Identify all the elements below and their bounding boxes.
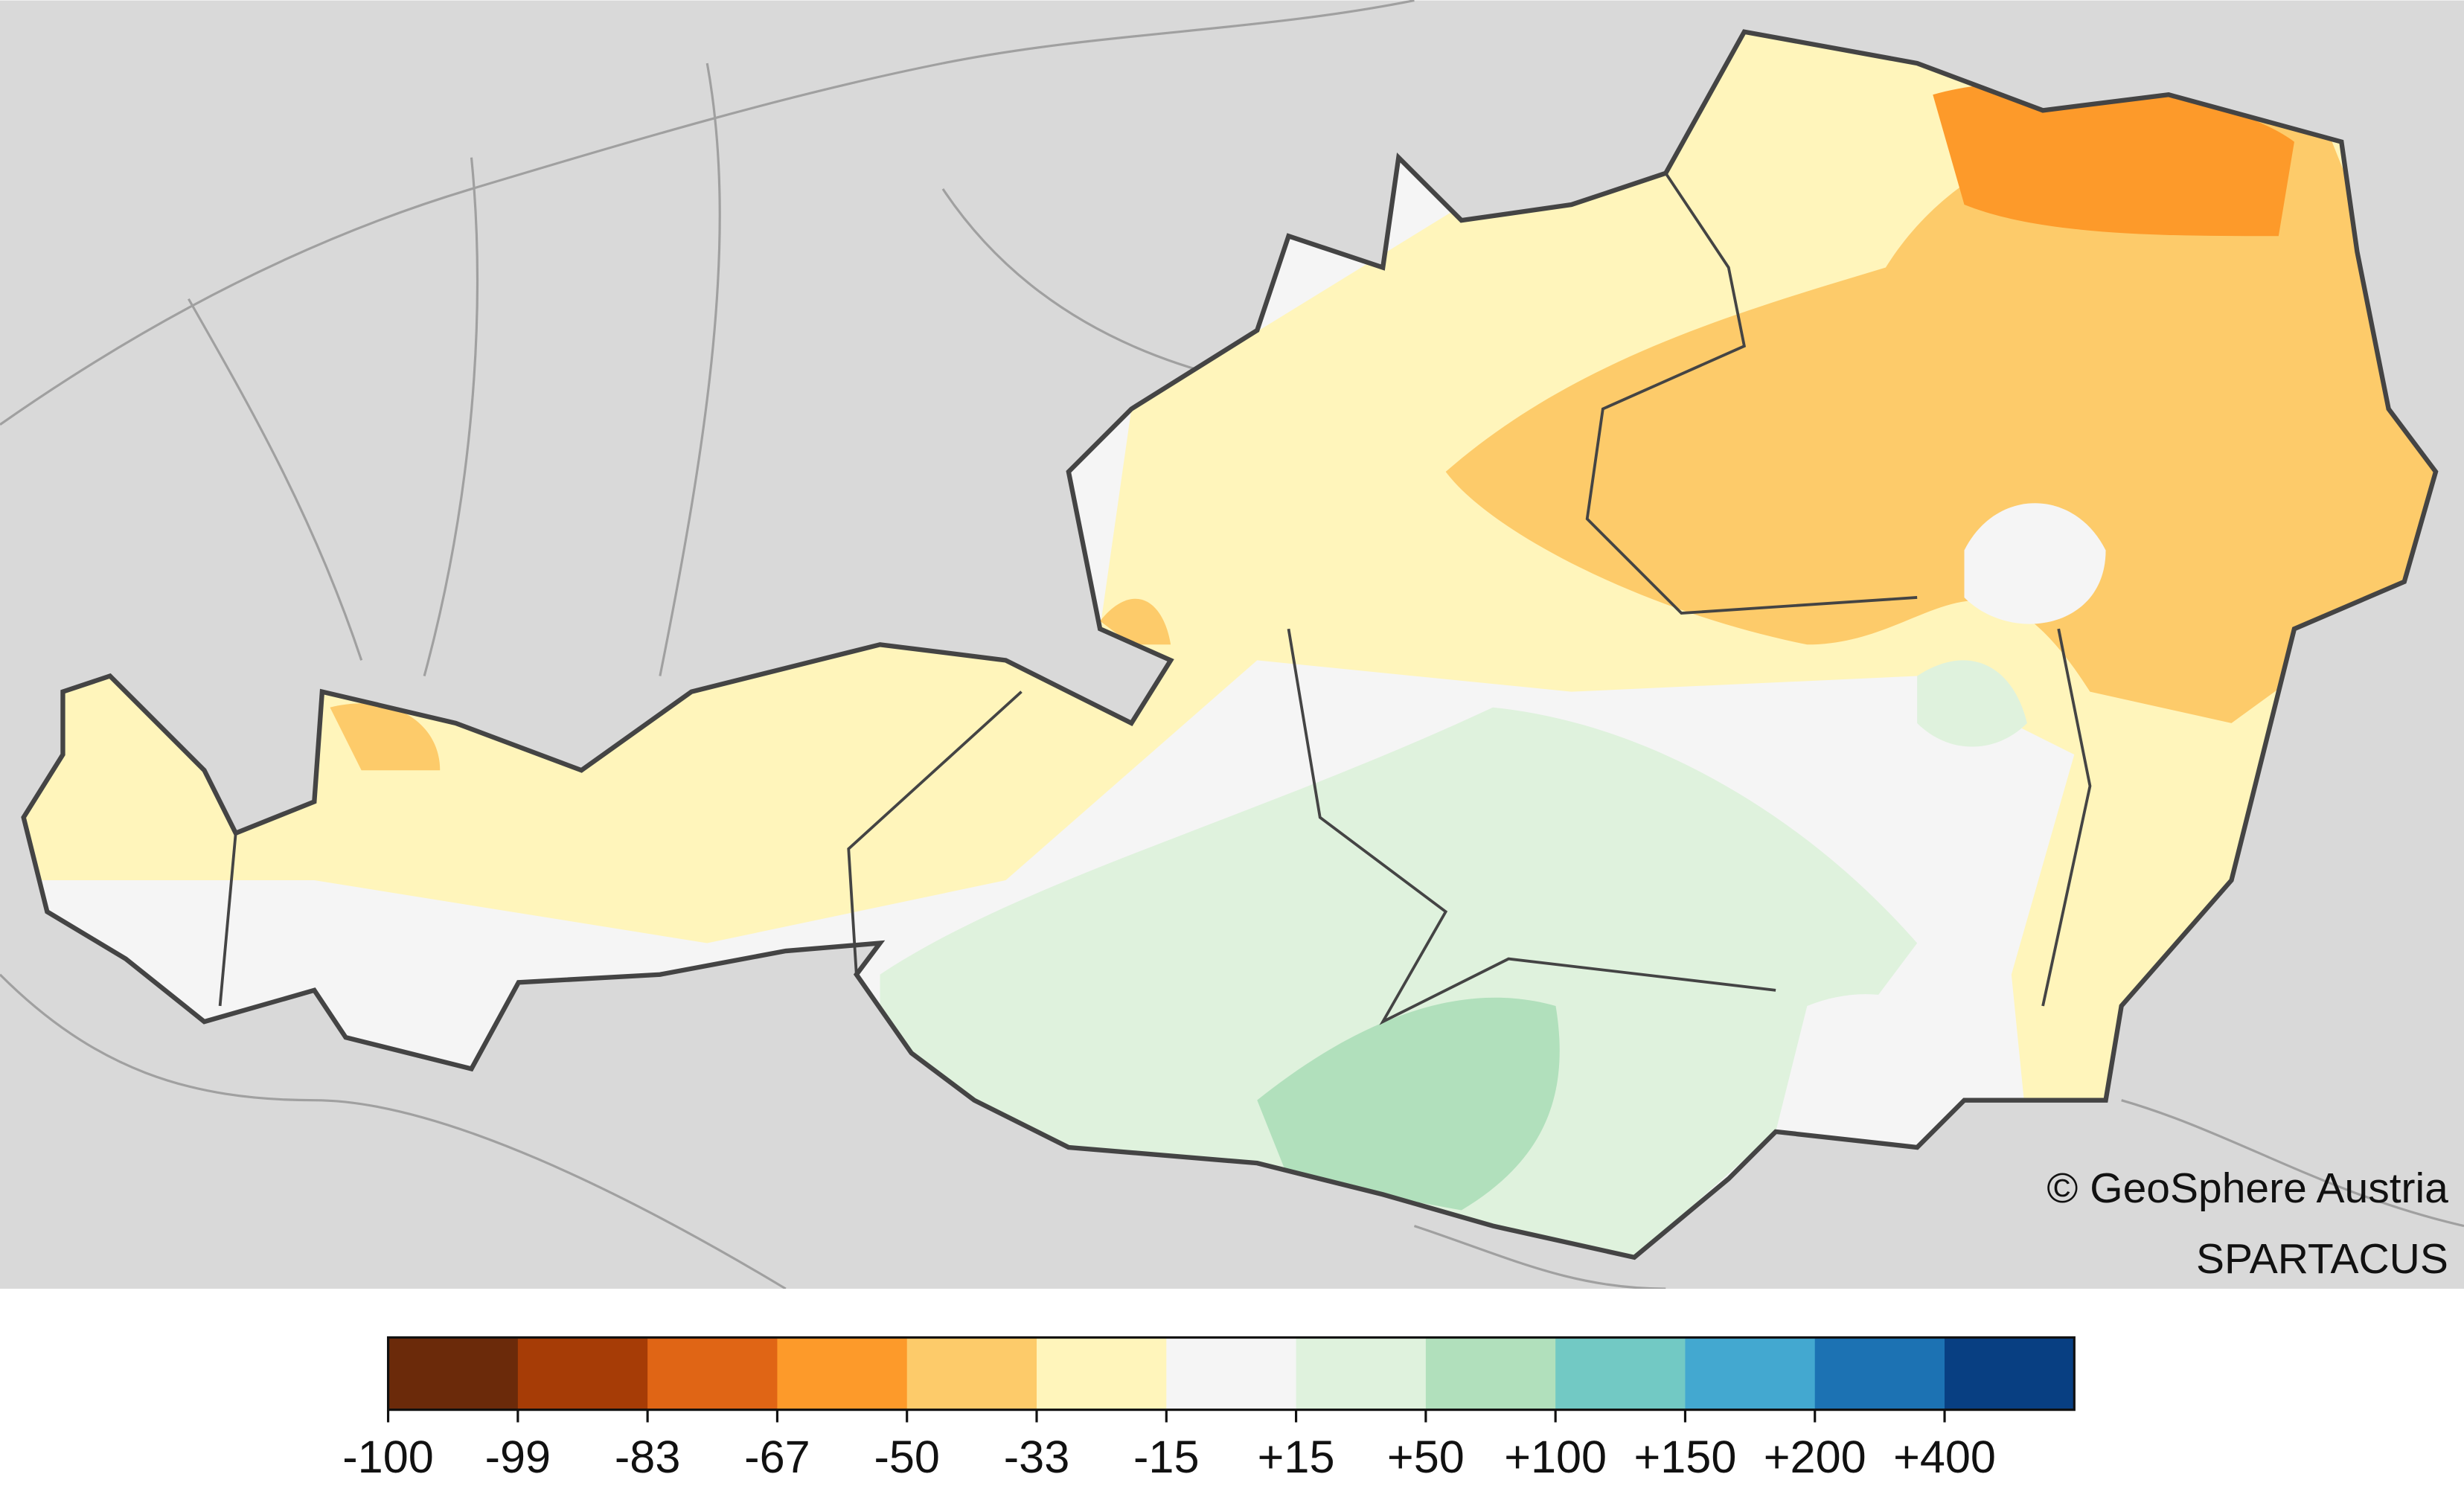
legend-label: +200	[1764, 1432, 1866, 1482]
legend-label: +100	[1504, 1432, 1607, 1482]
legend-swatch	[906, 1337, 1038, 1410]
legend-label: +400	[1893, 1432, 1996, 1482]
legend-label: -99	[485, 1432, 551, 1482]
legend-label: -33	[1004, 1432, 1069, 1482]
state-borders	[218, 172, 2092, 1025]
legend: -100 -99 -83 -67 -50 -33 -15 +15 +50 +100 +150 +200…	[342, 1336, 2076, 1482]
legend-swatch	[1814, 1337, 1946, 1410]
legend-swatch	[1037, 1337, 1168, 1410]
legend-frame	[386, 1336, 2076, 1412]
legend-label: -50	[874, 1432, 939, 1482]
legend-label: -83	[615, 1432, 680, 1482]
legend-swatch	[1945, 1337, 2076, 1410]
rivers-borders	[0, 0, 2464, 1290]
legend-swatch	[1555, 1337, 1686, 1410]
legend-swatch	[388, 1337, 519, 1410]
legend-label: +150	[1634, 1432, 1737, 1482]
austria-border	[21, 29, 2439, 1260]
source: SPARTACUS	[2196, 1235, 2448, 1283]
legend-swatch	[1166, 1337, 1297, 1410]
legend-label: -15	[1133, 1432, 1199, 1482]
legend-swatch	[1425, 1337, 1557, 1410]
legend-swatch	[1296, 1337, 1427, 1410]
legend-label: +50	[1387, 1432, 1465, 1482]
legend-swatch	[517, 1337, 649, 1410]
legend-label: +15	[1258, 1432, 1335, 1482]
legend-swatch	[777, 1337, 908, 1410]
legend-swatch	[1685, 1337, 1816, 1410]
attribution: © GeoSphere Austria	[2047, 1164, 2448, 1212]
legend-label: -67	[744, 1432, 810, 1482]
legend-label: -100	[342, 1432, 434, 1482]
legend-swatch	[647, 1337, 778, 1410]
